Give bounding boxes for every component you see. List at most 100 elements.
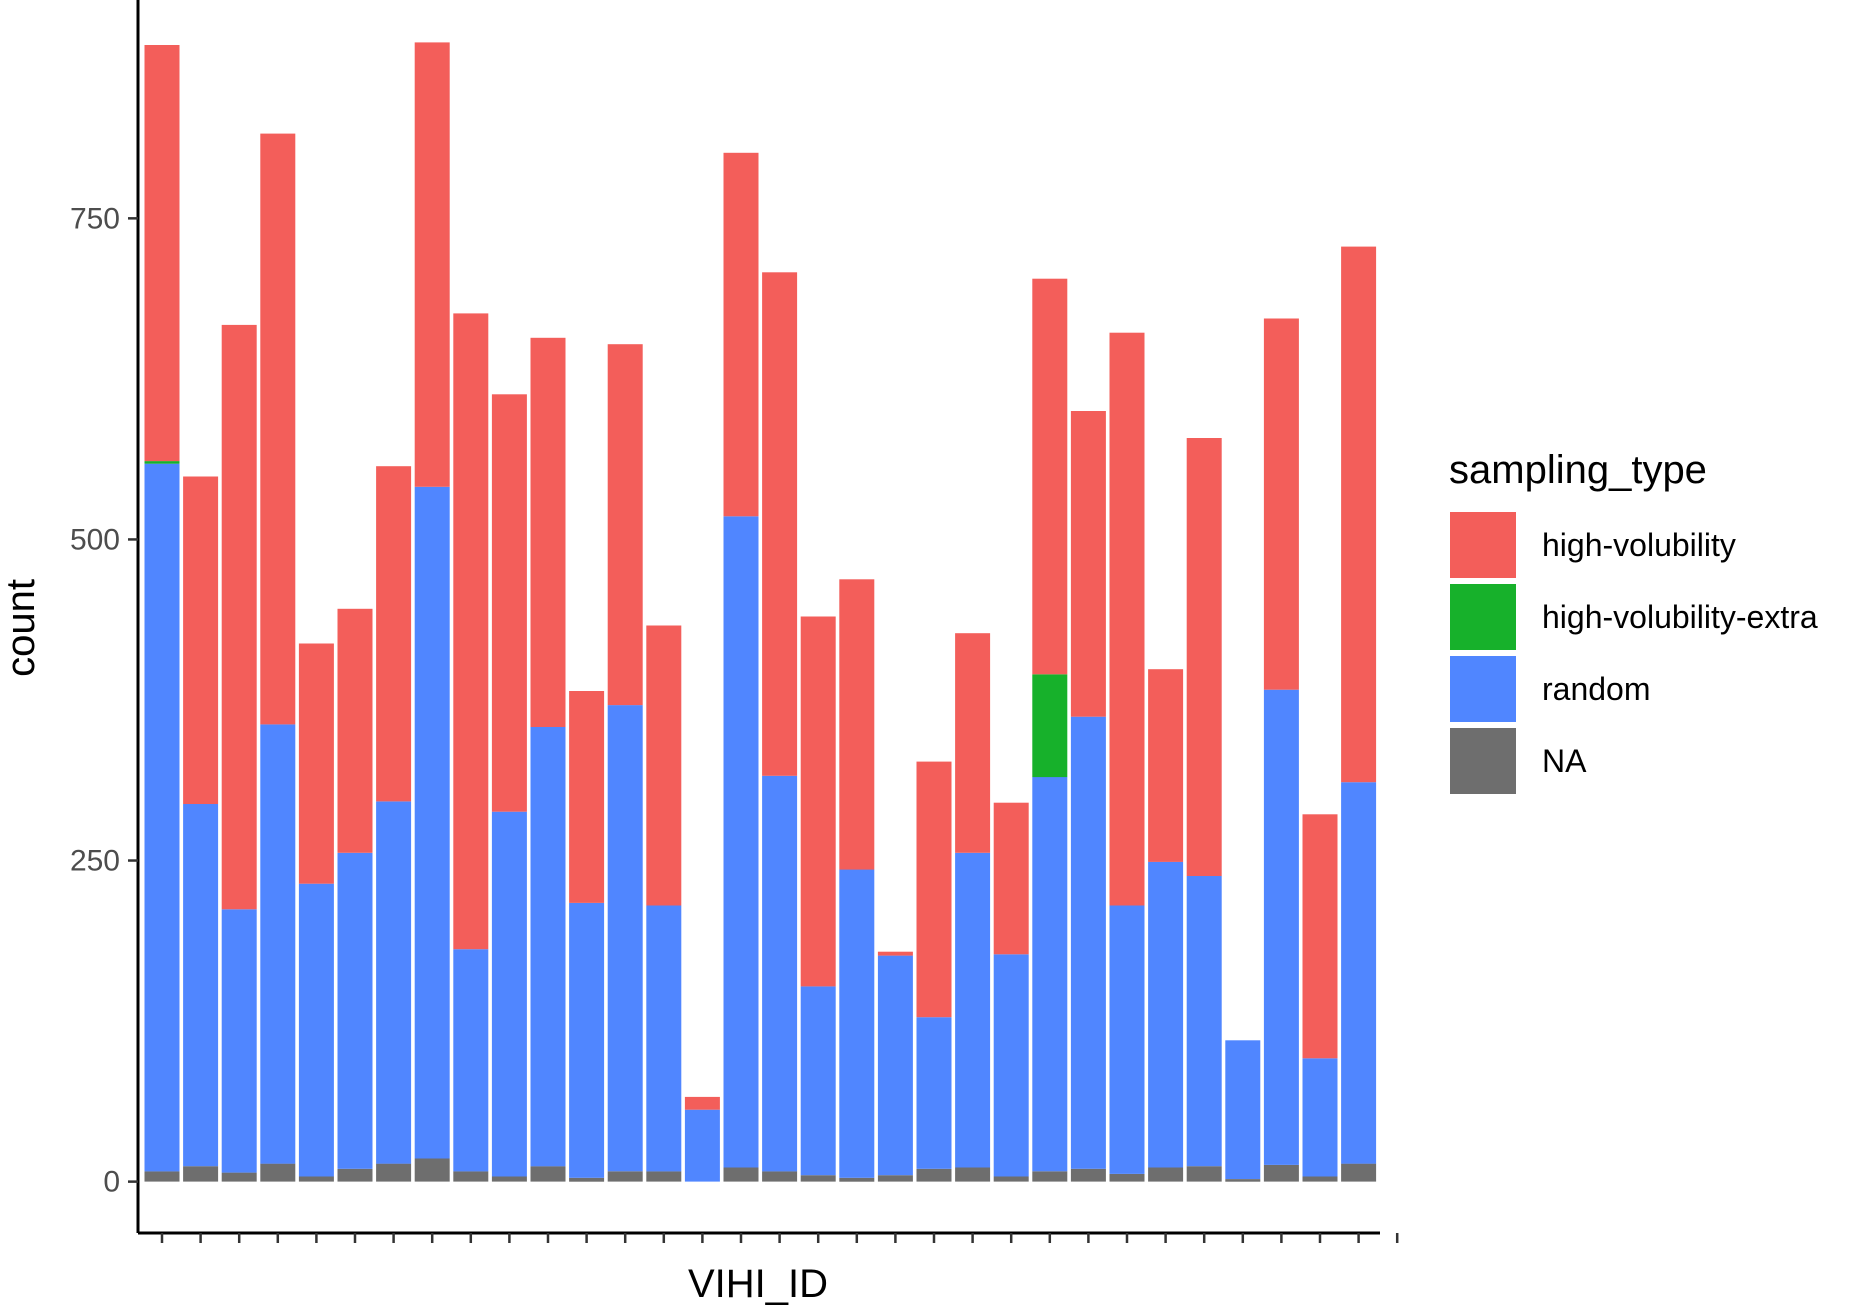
bar-segment-high-volubility-22: [955, 633, 991, 853]
bar-segment-high-volubility-5: [298, 643, 334, 884]
bar-segment-random-3: [221, 909, 257, 1173]
bar-segment-high-volubility-extra-1: [144, 461, 180, 464]
legend-key-high-volubility: [1450, 512, 1516, 578]
legend-key-high-volubility-extra: [1450, 584, 1516, 650]
bar-segment-random-4: [260, 724, 296, 1164]
bar-segment-na-17: [762, 1171, 798, 1182]
bar-segment-na-24: [1032, 1171, 1068, 1182]
bar-segment-random-32: [1341, 782, 1377, 1164]
legend-label-random: random: [1542, 671, 1651, 707]
bar-segment-random-25: [1070, 716, 1106, 1169]
bar-segment-na-25: [1070, 1168, 1106, 1182]
bar-segment-na-32: [1341, 1163, 1377, 1182]
x-axis-title: VIHI_ID: [688, 1262, 828, 1306]
bar-segment-high-volubility-4: [260, 133, 296, 725]
bar-segment-na-9: [453, 1171, 489, 1182]
bar-segment-random-24: [1032, 777, 1068, 1172]
bar-segment-na-21: [916, 1168, 952, 1182]
bar-segment-random-7: [376, 801, 412, 1164]
bar-segment-na-3: [221, 1172, 257, 1182]
bar-segment-na-5: [298, 1176, 334, 1182]
legend-title: sampling_type: [1449, 448, 1707, 492]
bar-segment-high-volubility-13: [607, 344, 643, 706]
bar-segment-high-volubility-23: [993, 802, 1029, 955]
legend-key-na: [1450, 728, 1516, 794]
bar-segment-random-15: [684, 1109, 720, 1182]
bar-segment-high-volubility-30: [1263, 318, 1299, 690]
axes-layer: 0 250 500 750: [70, 0, 1399, 1243]
bar-segment-high-volubility-20: [877, 951, 913, 956]
bar-segment-na-31: [1302, 1176, 1338, 1182]
y-axis-title: count: [0, 579, 43, 677]
bar-segment-random-29: [1225, 1040, 1261, 1179]
bar-segment-high-volubility-24: [1032, 278, 1068, 675]
bars-layer: [144, 42, 1377, 1182]
bar-segment-high-volubility-17: [762, 272, 798, 776]
bar-segment-random-19: [839, 869, 875, 1178]
bar-segment-na-13: [607, 1171, 643, 1182]
bar-segment-random-21: [916, 1017, 952, 1169]
bar-segment-random-20: [877, 955, 913, 1176]
bar-segment-na-14: [646, 1171, 682, 1182]
bar-segment-random-2: [183, 804, 219, 1167]
bar-segment-random-13: [607, 705, 643, 1172]
bar-segment-high-volubility-31: [1302, 814, 1338, 1059]
bar-segment-na-12: [569, 1177, 605, 1182]
bar-segment-random-12: [569, 902, 605, 1178]
bar-segment-high-volubility-26: [1109, 332, 1145, 906]
legend: sampling_type high-volubility high-volubi…: [1449, 448, 1818, 794]
bar-segment-na-26: [1109, 1173, 1145, 1182]
bar-segment-high-volubility-21: [916, 761, 952, 1018]
bar-segment-high-volubility-extra-24: [1032, 674, 1068, 778]
bar-segment-high-volubility-27: [1148, 669, 1184, 862]
bar-segment-na-8: [414, 1158, 450, 1182]
legend-label-na: NA: [1542, 743, 1587, 779]
bar-segment-high-volubility-18: [800, 616, 836, 987]
bar-segment-high-volubility-10: [491, 394, 527, 812]
bar-segment-high-volubility-14: [646, 625, 682, 906]
legend-key-random: [1450, 656, 1516, 722]
bar-segment-high-volubility-8: [414, 42, 450, 487]
bar-segment-random-11: [530, 727, 566, 1167]
bar-segment-na-30: [1263, 1164, 1299, 1182]
bar-segment-na-6: [337, 1168, 373, 1182]
bar-segment-na-16: [723, 1167, 759, 1182]
bar-segment-high-volubility-25: [1070, 411, 1106, 717]
y-tick-label-0: 0: [103, 1166, 120, 1199]
bar-segment-random-31: [1302, 1058, 1338, 1177]
legend-label-high-volubility-extra: high-volubility-extra: [1542, 599, 1818, 635]
bar-segment-random-16: [723, 516, 759, 1168]
bar-segment-random-30: [1263, 689, 1299, 1165]
bar-segment-high-volubility-32: [1341, 246, 1377, 783]
bar-segment-na-27: [1148, 1167, 1184, 1182]
bar-segment-high-volubility-15: [684, 1096, 720, 1110]
bar-segment-random-17: [762, 775, 798, 1172]
bar-segment-high-volubility-19: [839, 579, 875, 870]
bar-segment-na-20: [877, 1175, 913, 1182]
bar-segment-na-2: [183, 1166, 219, 1182]
bar-segment-high-volubility-9: [453, 313, 489, 950]
bar-segment-na-10: [491, 1176, 527, 1182]
bar-segment-na-19: [839, 1177, 875, 1182]
bar-segment-random-5: [298, 883, 334, 1177]
bar-segment-high-volubility-7: [376, 466, 412, 802]
bar-segment-na-28: [1186, 1166, 1222, 1182]
y-tick-label-750: 750: [70, 202, 120, 235]
bar-segment-random-6: [337, 852, 373, 1169]
bar-segment-na-11: [530, 1166, 566, 1182]
bar-segment-random-23: [993, 954, 1029, 1177]
bar-segment-na-22: [955, 1167, 991, 1182]
bar-segment-high-volubility-11: [530, 337, 566, 727]
bar-segment-na-18: [800, 1175, 836, 1182]
bar-segment-random-1: [144, 463, 180, 1172]
legend-label-high-volubility: high-volubility: [1542, 527, 1736, 563]
bar-segment-high-volubility-12: [569, 691, 605, 903]
bar-segment-high-volubility-28: [1186, 438, 1222, 876]
bar-segment-high-volubility-16: [723, 152, 759, 517]
bar-segment-high-volubility-1: [144, 45, 180, 462]
bar-segment-random-27: [1148, 861, 1184, 1168]
bar-segment-na-23: [993, 1176, 1029, 1182]
bar-segment-high-volubility-2: [183, 476, 219, 804]
bar-segment-na-1: [144, 1171, 180, 1182]
